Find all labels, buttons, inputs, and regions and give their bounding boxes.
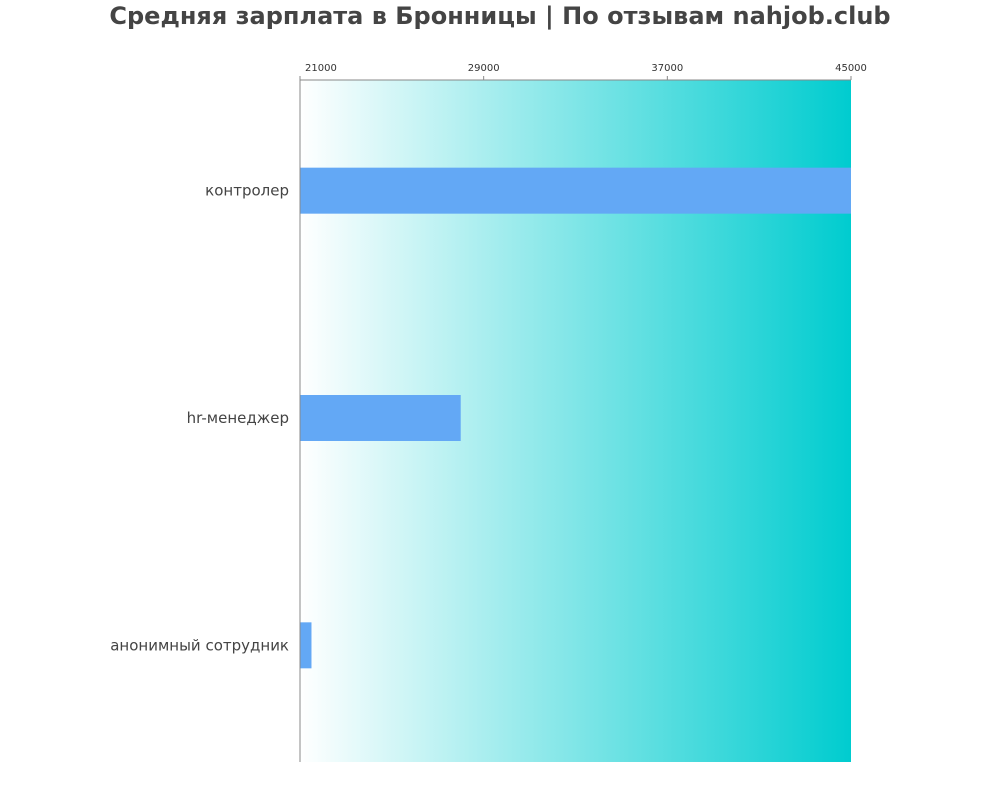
category-label: hr-менеджер <box>187 409 289 427</box>
x-tick-label: 29000 <box>468 63 500 74</box>
bar-1 <box>300 395 461 441</box>
category-label: контролер <box>205 182 289 200</box>
bar-0 <box>300 167 851 214</box>
category-label: анонимный сотрудник <box>110 636 289 654</box>
x-tick-label: 37000 <box>651 63 683 74</box>
x-tick-label: 45000 <box>835 63 867 74</box>
bar-2 <box>300 622 312 669</box>
chart-title: Средняя зарплата в Бронницы | По отзывам… <box>109 2 891 30</box>
x-tick-label: 21000 <box>305 63 337 74</box>
